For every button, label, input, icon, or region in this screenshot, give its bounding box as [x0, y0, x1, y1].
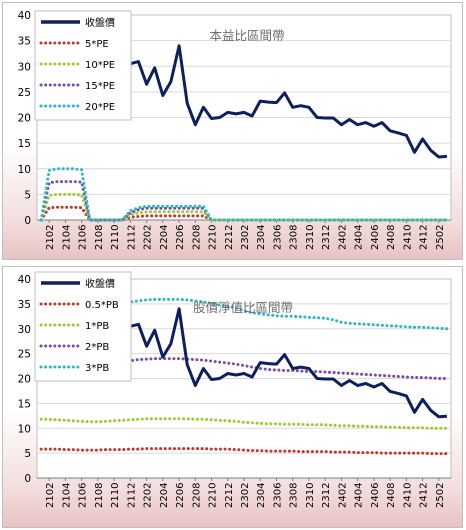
c1-legend-label-0: 收盤價: [85, 16, 115, 29]
c1-x-tick-label: 2412: [419, 225, 430, 250]
c1-x-tick-label: 2304: [256, 225, 267, 250]
c2-y-tick-label: 40: [18, 274, 31, 286]
c2-x-tick-label: 2310: [305, 483, 316, 508]
c2-x-tick-label: 2212: [224, 483, 235, 508]
c1-x-tick-label: 2106: [78, 225, 89, 250]
c2-legend: [34, 271, 132, 382]
c2-legend-label-1: 0.5*PB: [85, 300, 119, 311]
c1-legend-label-1: 5*PE: [85, 39, 109, 50]
c1-x-tick-label: 2212: [224, 225, 235, 250]
c1-x-tick-label: 2310: [305, 225, 316, 250]
c2-series-line-1: [39, 447, 449, 456]
c2-y-tick-label: 30: [18, 324, 31, 336]
c2-legend-label-3: 2*PB: [85, 342, 109, 353]
c1-y-tick-label: 35: [18, 36, 31, 48]
c1-y-tick-label: 25: [18, 87, 31, 99]
c2-legend-label-2: 1*PB: [85, 321, 109, 332]
c1-y-tick-label: 30: [18, 61, 31, 73]
pe-band-chart-panel: 0 5 10 15 20 25 30 35 40 2102 2104 2106 2108 2110 2112…: [2, 2, 463, 260]
c1-y-tick-label: 40: [18, 10, 31, 22]
c1-x-tick-label: 2312: [321, 225, 332, 250]
c1-y-tick-label: 20: [18, 113, 31, 125]
c1-legend-label-4: 20*PE: [85, 102, 115, 113]
c1-x-tick-label: 2406: [370, 225, 381, 250]
c1-legend-label-3: 15*PE: [85, 81, 115, 92]
c1-x-tick-label: 2404: [354, 225, 365, 250]
c1-series-line-2: [39, 192, 449, 222]
c2-x-tick-label: 2204: [159, 483, 170, 508]
c2-x-tick-label: 2308: [289, 483, 300, 508]
c1-chart-title: 本益比區間帶: [209, 28, 284, 43]
c1-x-tick-label: 2210: [208, 225, 219, 250]
pe-band-chart: 0 5 10 15 20 25 30 35 40 2102 2104 2106 2108 2110 2112…: [18, 10, 452, 250]
c1-x-tick-label: 2202: [143, 225, 154, 250]
c2-x-tick-label: 2412: [419, 483, 430, 508]
c1-x-tick-label: 2208: [191, 225, 202, 250]
c1-y-tick-label: 5: [24, 189, 31, 201]
c2-y-tick-label: 35: [18, 299, 31, 311]
c1-x-tick-label: 2112: [126, 225, 137, 250]
c1-x-tick-label: 2204: [159, 225, 170, 250]
pb-band-chart: 0 5 10 15 20 25 30 35 40 2102 2104 2106 2108 2110 2112…: [18, 271, 452, 508]
c1-x-tick-label: 2104: [61, 225, 72, 250]
c1-legend: [34, 10, 132, 121]
c2-x-tick-label: 2404: [354, 483, 365, 508]
c2-x-tick-label: 2410: [402, 483, 413, 508]
c1-x-tick-label: 2110: [110, 225, 121, 250]
c1-x-tick-label: 2102: [45, 225, 56, 250]
c1-x-tick-label: 2306: [272, 225, 283, 250]
c1-x-tick-label: 2408: [386, 225, 397, 250]
c2-x-tick-label: 2104: [61, 483, 72, 508]
c2-chart-title: 股價淨值比區間帶: [193, 300, 293, 315]
c2-x-tick-label: 2110: [110, 483, 121, 508]
c2-x-tick-label: 2302: [240, 483, 251, 508]
c1-x-tick-label: 2308: [289, 225, 300, 250]
c2-legend-label-0: 收盤價: [85, 277, 115, 290]
c2-x-tick-label: 2406: [370, 483, 381, 508]
c1-y-tick-label: 10: [18, 164, 31, 176]
c2-x-tick-label: 2312: [321, 483, 332, 508]
c1-x-tick-label: 2402: [337, 225, 348, 250]
c2-x-tick-label: 2306: [272, 483, 283, 508]
c2-x-tick-label: 2108: [94, 483, 105, 508]
c1-x-tick-label: 2108: [94, 225, 105, 250]
c2-x-tick-label: 2408: [386, 483, 397, 508]
c2-y-tick-label: 15: [18, 398, 31, 410]
c1-legend-label-2: 10*PE: [85, 60, 115, 71]
c2-y-tick-label: 5: [24, 448, 31, 460]
c1-y-tick-label: 15: [18, 138, 31, 150]
c1-x-tick-label: 2502: [435, 225, 446, 250]
c2-x-tick-label: 2210: [208, 483, 219, 508]
c2-y-tick-label: 10: [18, 423, 31, 435]
c2-x-tick-label: 2112: [126, 483, 137, 508]
c1-x-tick-label: 2206: [175, 225, 186, 250]
c2-x-tick-label: 2402: [337, 483, 348, 508]
c2-x-tick-label: 2106: [78, 483, 89, 508]
c2-y-tick-label: 0: [24, 473, 31, 485]
c2-y-tick-label: 25: [18, 349, 31, 361]
pb-band-chart-panel: 0 5 10 15 20 25 30 35 40 2102 2104 2106 2108 2110 2112…: [2, 266, 463, 528]
c2-x-tick-label: 2202: [143, 483, 154, 508]
c1-x-tick-label: 2302: [240, 225, 251, 250]
c2-y-tick-label: 20: [18, 374, 31, 386]
c2-x-tick-label: 2102: [45, 483, 56, 508]
c2-x-tick-label: 2304: [256, 483, 267, 508]
c2-series-line-2: [39, 417, 449, 430]
c2-x-tick-label: 2502: [435, 483, 446, 508]
c2-x-tick-label: 2206: [175, 483, 186, 508]
c2-legend-label-4: 3*PB: [85, 363, 109, 374]
c2-x-tick-label: 2208: [191, 483, 202, 508]
c1-series-line-4: [39, 167, 449, 222]
c1-x-tick-label: 2410: [402, 225, 413, 250]
c1-y-tick-label: 0: [24, 215, 31, 227]
